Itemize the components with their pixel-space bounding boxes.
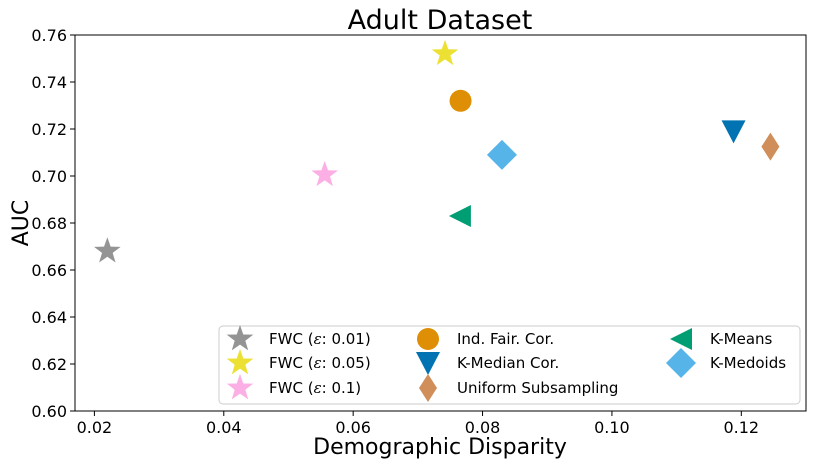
legend-marker [666, 348, 696, 378]
y-tick-label: 0.74 [31, 73, 67, 92]
legend-label-prefix: FWC ( [269, 379, 314, 397]
y-tick-label: 0.70 [31, 167, 67, 186]
x-axis-label: Demographic Disparity [313, 435, 567, 460]
y-tick-label: 0.62 [31, 355, 67, 374]
legend-label-epsilon: ε [314, 354, 322, 372]
legend: FWC (ε: 0.01)FWC (ε: 0.05)FWC (ε: 0.1)In… [218, 325, 801, 405]
data-point [761, 132, 780, 161]
legend-label: K-Means [710, 330, 773, 348]
y-tick-label: 0.60 [31, 402, 67, 421]
y-tick-label: 0.76 [31, 26, 67, 45]
data-point [94, 237, 121, 263]
data-point [449, 89, 472, 112]
legend-marker [226, 374, 254, 400]
legend-label-suffix: : 0.1) [322, 379, 362, 397]
legend-label: FWC (ε: 0.1) [269, 379, 361, 397]
legend-label: K-Medoids [710, 354, 786, 372]
legend-marker [416, 352, 440, 375]
x-tick-label: 0.04 [206, 418, 242, 437]
data-point [311, 160, 339, 187]
legend-label: Ind. Fair. Cor. [457, 330, 554, 348]
legend-label-suffix: : 0.05) [322, 354, 371, 372]
y-tick-label: 0.72 [31, 120, 67, 139]
legend-label-prefix: FWC ( [269, 354, 314, 372]
legend-label-suffix: : 0.01) [322, 330, 371, 348]
y-tick-label: 0.66 [31, 261, 67, 280]
legend-label-epsilon: ε [314, 330, 322, 348]
legend-marker [226, 325, 254, 351]
legend-label: FWC (ε: 0.05) [269, 354, 371, 372]
chart-title: Adult Dataset [348, 5, 533, 36]
x-tick-label: 0.02 [77, 418, 113, 437]
x-tick-label: 0.12 [723, 418, 759, 437]
x-axis: 0.02 0.04 0.06 0.08 0.10 0.12 [77, 411, 759, 437]
y-axis: 0.60 0.62 0.64 0.66 0.68 0.70 0.72 0.74 0.76 [31, 26, 75, 421]
legend-label: Uniform Subsampling [457, 379, 618, 397]
x-tick-label: 0.08 [465, 418, 501, 437]
legend-label: FWC (ε: 0.01) [269, 330, 371, 348]
legend-marker [419, 374, 437, 402]
data-point [448, 204, 471, 227]
legend-marker [226, 349, 254, 375]
data-point [721, 120, 746, 144]
x-tick-label: 0.10 [594, 418, 630, 437]
y-tick-label: 0.64 [31, 308, 67, 327]
legend-label-prefix: FWC ( [269, 330, 314, 348]
legend-marker [417, 328, 439, 350]
data-points [94, 39, 780, 263]
x-tick-label: 0.06 [335, 418, 371, 437]
legend-box [218, 325, 801, 405]
y-axis-label: AUC [9, 200, 34, 247]
legend-label-epsilon: ε [314, 379, 322, 397]
legend-label: K-Median Cor. [457, 354, 559, 372]
data-point [486, 139, 517, 170]
legend-marker [670, 328, 692, 350]
y-tick-label: 0.68 [31, 214, 67, 233]
data-point [431, 39, 459, 66]
